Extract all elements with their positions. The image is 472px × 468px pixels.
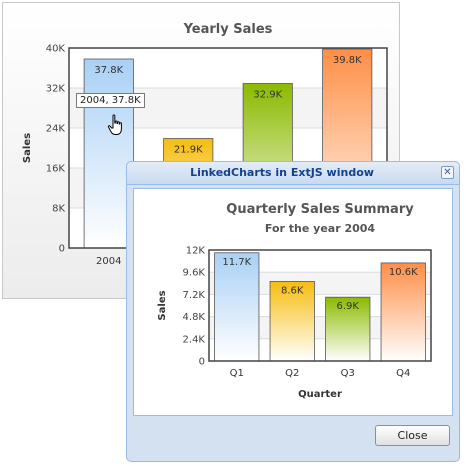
y-tick-label: 7.2K: [183, 290, 206, 301]
y-tick-label: 24K: [46, 124, 66, 135]
bar: [325, 296, 371, 362]
y-tick-label: 2.4K: [183, 334, 206, 345]
y-tick-label: 9.6K: [183, 268, 206, 279]
bar: [83, 58, 134, 249]
x-tick-label: Q2: [285, 368, 299, 379]
data-label: 10.6K: [389, 267, 418, 278]
bar: [380, 262, 426, 362]
y-tick-label: 8K: [52, 204, 65, 215]
x-tick-label: Q3: [341, 368, 355, 379]
data-label: 21.9K: [174, 145, 203, 156]
y-axis-label: Sales: [22, 133, 33, 163]
y-tick-label: 4.8K: [183, 312, 206, 323]
quarterly-sales-chart: Quarterly Sales Summary For the year 2004…: [157, 202, 432, 400]
x-tick-label: 2004: [96, 256, 121, 267]
data-label: 6.9K: [337, 301, 360, 312]
data-label: 11.7K: [222, 257, 251, 268]
window-body: Quarterly Sales Summary For the year 2004…: [133, 188, 453, 416]
plot-border: [208, 249, 432, 362]
data-label: 8.6K: [281, 285, 304, 296]
hand-cursor-icon: [107, 114, 122, 135]
chart-tooltip: 2004, 37.8K: [76, 93, 145, 108]
y-tick-label: 0: [59, 244, 65, 255]
y-tick-label: 12K: [186, 246, 206, 257]
window-title: LinkedCharts in ExtJS window: [190, 166, 374, 179]
chart-title: Quarterly Sales Summary: [226, 202, 414, 217]
chart-title: Yearly Sales: [183, 22, 273, 37]
data-label: 39.8K: [333, 55, 362, 66]
y-axis-label: Sales: [157, 290, 168, 320]
y-tick-label: 32K: [46, 84, 66, 95]
data-label: 37.8K: [94, 65, 123, 76]
bar: [214, 252, 260, 362]
chart-subtitle: For the year 2004: [265, 222, 376, 235]
x-tick-label: Q1: [230, 368, 244, 379]
y-tick-label: 0: [199, 357, 205, 368]
y-tick-label: 40K: [46, 44, 66, 55]
linked-charts-window[interactable]: LinkedCharts in ExtJS window ✕ Quarterly…: [126, 161, 460, 462]
window-close-icon[interactable]: ✕: [441, 166, 454, 179]
y-tick-label: 16K: [46, 164, 66, 175]
plot-band: [209, 316, 431, 339]
x-axis-label: Quarter: [298, 389, 342, 400]
data-label: 32.9K: [253, 90, 282, 101]
plot-band: [209, 272, 431, 295]
x-tick-label: Q4: [396, 368, 410, 379]
close-button[interactable]: Close: [375, 425, 450, 446]
window-header[interactable]: LinkedCharts in ExtJS window ✕: [127, 162, 459, 185]
bar: [269, 281, 315, 362]
